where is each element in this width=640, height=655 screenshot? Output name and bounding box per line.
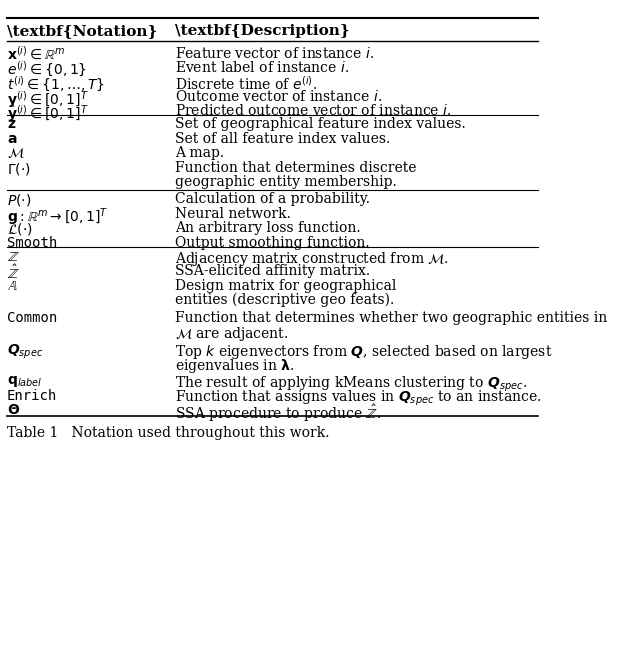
Text: An arbitrary loss function.: An arbitrary loss function. xyxy=(175,221,360,235)
Text: SSA-elicited affinity matrix.: SSA-elicited affinity matrix. xyxy=(175,264,370,278)
Text: Enrich: Enrich xyxy=(7,389,57,403)
Text: Set of geographical feature index values.: Set of geographical feature index values… xyxy=(175,117,466,132)
Text: Adjacency matrix constructed from $\mathcal{M}$.: Adjacency matrix constructed from $\math… xyxy=(175,250,449,268)
Text: Neural network.: Neural network. xyxy=(175,207,291,221)
Text: $\mathcal{L}(\cdot)$: $\mathcal{L}(\cdot)$ xyxy=(7,221,33,237)
Text: Outcome vector of instance $i$.: Outcome vector of instance $i$. xyxy=(175,89,382,103)
Text: The result of applying kMeans clustering to $\boldsymbol{Q}_{spec}$.: The result of applying kMeans clustering… xyxy=(175,375,527,394)
Text: Predicted outcome vector of instance $i$.: Predicted outcome vector of instance $i$… xyxy=(175,103,451,118)
Text: SSA procedure to produce $\hat{\mathbb{Z}}$.: SSA procedure to produce $\hat{\mathbb{Z… xyxy=(175,403,381,424)
Text: eigenvalues in $\boldsymbol{\lambda}$.: eigenvalues in $\boldsymbol{\lambda}$. xyxy=(175,357,294,375)
Text: Smooth: Smooth xyxy=(7,236,57,250)
Text: $\mathbf{y}^{(i)} \in [0, 1]^T$: $\mathbf{y}^{(i)} \in [0, 1]^T$ xyxy=(7,89,88,109)
Text: \textbf{Notation}: \textbf{Notation} xyxy=(7,24,157,38)
Text: $\hat{\mathbf{y}}^{(i)} \in [0, 1]^T$: $\hat{\mathbf{y}}^{(i)} \in [0, 1]^T$ xyxy=(7,103,88,124)
Text: Top $k$ eigenvectors from $\boldsymbol{Q}$, selected based on largest: Top $k$ eigenvectors from $\boldsymbol{Q… xyxy=(175,343,552,360)
Text: $\Gamma(\cdot)$: $\Gamma(\cdot)$ xyxy=(7,160,31,177)
Text: Function that determines discrete: Function that determines discrete xyxy=(175,160,417,174)
Text: Event label of instance $i$.: Event label of instance $i$. xyxy=(175,60,349,75)
Text: $\mathbf{x}^{(i)} \in \mathbb{R}^m$: $\mathbf{x}^{(i)} \in \mathbb{R}^m$ xyxy=(7,46,65,63)
Text: $t^{(i)} \in \{1, \ldots, T\}$: $t^{(i)} \in \{1, \ldots, T\}$ xyxy=(7,75,105,94)
Text: \textbf{Description}: \textbf{Description} xyxy=(175,24,349,38)
Text: Design matrix for geographical: Design matrix for geographical xyxy=(175,278,396,293)
Text: $\boldsymbol{Q}_{spec}$: $\boldsymbol{Q}_{spec}$ xyxy=(7,343,43,361)
Text: $\mathbf{g} : \mathbb{R}^m \rightarrow [0, 1]^T$: $\mathbf{g} : \mathbb{R}^m \rightarrow [… xyxy=(7,207,108,229)
Text: $\mathbf{z}$: $\mathbf{z}$ xyxy=(7,117,16,132)
Text: $\mathbf{a}$: $\mathbf{a}$ xyxy=(7,132,17,146)
Text: Common: Common xyxy=(7,310,57,324)
Text: $\mathcal{M}$ are adjacent.: $\mathcal{M}$ are adjacent. xyxy=(175,325,288,343)
Text: Function that assigns values in $\boldsymbol{Q}_{spec}$ to an instance.: Function that assigns values in $\boldsy… xyxy=(175,389,541,408)
Text: Output smoothing function.: Output smoothing function. xyxy=(175,236,369,250)
Text: Discrete time of $e^{(i)}$.: Discrete time of $e^{(i)}$. xyxy=(175,75,317,92)
Text: $P(\cdot)$: $P(\cdot)$ xyxy=(7,193,31,208)
Text: geographic entity membership.: geographic entity membership. xyxy=(175,175,397,189)
Text: $\mathcal{M}$: $\mathcal{M}$ xyxy=(7,146,24,160)
Text: $\mathbf{q}_{label}$: $\mathbf{q}_{label}$ xyxy=(7,375,42,390)
Text: Feature vector of instance $i$.: Feature vector of instance $i$. xyxy=(175,46,374,61)
Text: entities (descriptive geo feats).: entities (descriptive geo feats). xyxy=(175,293,394,307)
Text: Calculation of a probability.: Calculation of a probability. xyxy=(175,193,370,206)
Text: $e^{(i)} \in \{0, 1\}$: $e^{(i)} \in \{0, 1\}$ xyxy=(7,60,87,79)
Text: Set of all feature index values.: Set of all feature index values. xyxy=(175,132,390,146)
Text: $\hat{\mathbb{Z}}$: $\hat{\mathbb{Z}}$ xyxy=(7,264,19,282)
Text: Function that determines whether two geographic entities in: Function that determines whether two geo… xyxy=(175,310,607,324)
Text: $\boldsymbol{\Theta}$: $\boldsymbol{\Theta}$ xyxy=(7,403,20,417)
Text: Table 1   Notation used throughout this work.: Table 1 Notation used throughout this wo… xyxy=(7,426,330,440)
Text: A map.: A map. xyxy=(175,146,224,160)
Text: $\mathbb{Z}$: $\mathbb{Z}$ xyxy=(7,250,19,264)
Text: $\mathbb{A}$: $\mathbb{A}$ xyxy=(7,278,17,293)
